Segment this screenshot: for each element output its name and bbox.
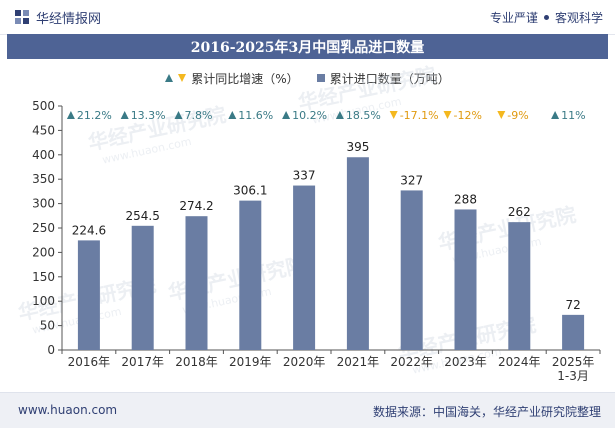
y-tick-label: 100 (32, 294, 55, 308)
y-tick-label: 400 (32, 148, 55, 162)
x-tick-label: 2020年 (283, 355, 326, 369)
footer: www.huaon.com 数据来源：中国海关，华经产业研究院整理 (0, 392, 615, 428)
footer-website[interactable]: www.huaon.com (18, 403, 118, 417)
bar-1 (131, 225, 154, 350)
footer-source: 数据来源：中国海关，华经产业研究院整理 (372, 405, 601, 419)
bar-9 (562, 314, 585, 350)
x-tick-label: 2019年 (229, 355, 272, 369)
growth-up-icon (282, 111, 291, 119)
bar-value-label: 274.2 (179, 199, 213, 213)
growth-value-label: -9% (507, 109, 528, 122)
y-tick-label: 350 (32, 172, 55, 186)
growth-up-icon (174, 111, 183, 119)
x-tick-label: 2023年 (444, 355, 487, 369)
bar-6 (400, 190, 423, 350)
y-tick-label: 200 (32, 245, 55, 259)
growth-value-label: 10.2% (292, 109, 327, 122)
logo-icon (14, 9, 30, 25)
legend-volume[interactable]: 累计进口数量（万吨） (316, 70, 450, 87)
bar-0 (77, 240, 100, 350)
bar-value-label: 254.5 (126, 209, 160, 223)
x-tick-label: 2018年 (175, 355, 218, 369)
x-tick-label: 2022年 (390, 355, 433, 369)
growth-value-label: -12% (454, 109, 482, 122)
slogan-left: 专业严谨 (489, 11, 538, 25)
slogan-dot-icon (543, 15, 549, 20)
bar-value-label: 262 (508, 205, 531, 219)
bar-value-label: 327 (400, 173, 423, 187)
growth-value-label: 11% (561, 109, 585, 122)
growth-down-icon (497, 111, 506, 119)
brand[interactable]: 华经情报网 (14, 8, 102, 27)
triangle-up-icon (165, 74, 174, 82)
growth-up-icon (66, 111, 75, 119)
bar-8 (508, 222, 531, 350)
x-tick-label: 2021年 (337, 355, 380, 369)
bar-value-label: 337 (293, 169, 316, 183)
bar-layer: 224.6 254.5 274.2 306.1 337 395 327 288 262 72 (72, 140, 585, 350)
brand-name: 华经情报网 (36, 11, 102, 27)
growth-up-icon (120, 111, 129, 119)
legend-growth-label: 累计同比增速（%） (191, 71, 299, 86)
x-tick-label: 1-3月 (557, 369, 589, 383)
y-tick-label: 450 (32, 123, 55, 137)
chart-area: 华经产业研究院www.huaon.com华经产业研究院www.huaon.com… (16, 62, 601, 383)
growth-value-label: 11.6% (238, 109, 273, 122)
growth-up-icon (551, 111, 560, 119)
bar-value-label: 72 (565, 298, 580, 312)
bar-5 (346, 157, 369, 350)
growth-up-icon (228, 111, 237, 119)
growth-layer: 21.2% 13.3% 7.8% 11.6% 10.2% 18.5% -17.1% -12% -… (66, 109, 586, 122)
y-tick-label: 300 (32, 197, 55, 211)
y-tick-label: 0 (47, 343, 55, 357)
x-tick-label: 2017年 (121, 355, 164, 369)
growth-up-icon (335, 111, 344, 119)
y-tick-label: 150 (32, 270, 55, 284)
x-tick-label: 2025年 (552, 355, 595, 369)
bar-3 (239, 200, 262, 350)
growth-down-icon (443, 111, 452, 119)
legend: 累计同比增速（%） 累计进口数量（万吨） (0, 68, 615, 88)
growth-value-label: 18.5% (346, 109, 381, 122)
bar-value-label: 395 (346, 140, 369, 154)
y-tick-label: 250 (32, 221, 55, 235)
bar-2 (185, 216, 208, 350)
y-tick-label: 500 (32, 99, 55, 113)
x-tick-label: 2024年 (498, 355, 541, 369)
growth-down-icon (389, 111, 398, 119)
bar-value-label: 288 (454, 192, 477, 206)
slogan: 专业严谨 客观科学 (490, 9, 603, 26)
growth-value-label: 13.3% (131, 109, 166, 122)
chart-title: 2016-2025年3月中国乳品进口数量 (7, 34, 608, 59)
triangle-down-icon (178, 74, 187, 82)
bar-value-label: 224.6 (72, 223, 106, 237)
growth-value-label: 21.2% (77, 109, 112, 122)
legend-growth[interactable]: 累计同比增速（%） (165, 70, 299, 87)
slogan-right: 客观科学 (554, 11, 603, 25)
growth-value-label: -17.1% (400, 109, 439, 122)
bar-swatch-icon (316, 74, 325, 82)
y-tick-label: 50 (40, 319, 55, 333)
growth-value-label: 7.8% (185, 109, 213, 122)
bar-4 (293, 185, 316, 350)
bar-value-label: 306.1 (233, 184, 267, 198)
x-tick-label: 2016年 (68, 355, 111, 369)
legend-volume-label: 累计进口数量（万吨） (329, 71, 450, 86)
bar-7 (454, 209, 477, 350)
